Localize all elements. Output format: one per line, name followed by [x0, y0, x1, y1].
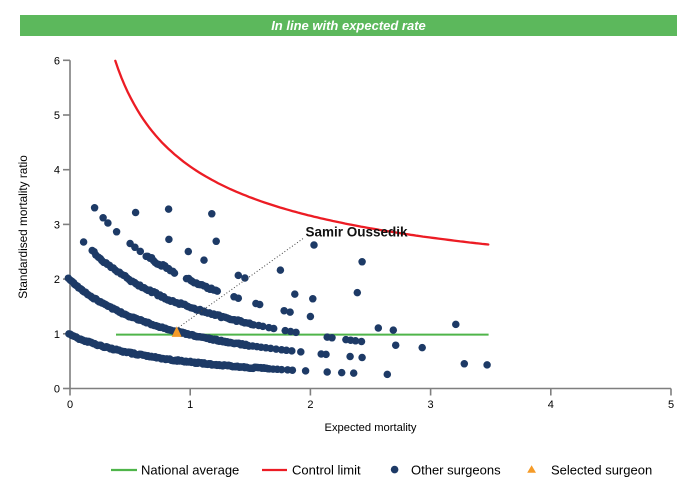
svg-text:Standardised mortality ratio: Standardised mortality ratio	[16, 155, 30, 299]
svg-text:5: 5	[668, 399, 674, 411]
svg-text:3: 3	[54, 219, 60, 231]
svg-text:4: 4	[548, 399, 554, 411]
svg-text:2: 2	[54, 274, 60, 286]
svg-text:5: 5	[54, 110, 60, 122]
svg-text:0: 0	[54, 384, 60, 396]
svg-text:1: 1	[187, 399, 193, 411]
svg-text:Selected surgeon: Selected surgeon	[551, 463, 652, 478]
svg-text:4: 4	[54, 165, 60, 177]
svg-text:1: 1	[54, 329, 60, 341]
svg-text:6: 6	[54, 55, 60, 67]
svg-text:3: 3	[428, 399, 434, 411]
svg-text:National average: National average	[141, 463, 239, 478]
svg-text:Expected mortality: Expected mortality	[324, 422, 416, 434]
svg-text:0: 0	[67, 399, 73, 411]
svg-text:Samir Oussedik: Samir Oussedik	[306, 225, 409, 240]
svg-text:Other surgeons: Other surgeons	[411, 463, 501, 478]
svg-text:Control limit: Control limit	[292, 463, 361, 478]
svg-text:In line with expected rate: In line with expected rate	[271, 18, 426, 33]
svg-text:2: 2	[307, 399, 313, 411]
